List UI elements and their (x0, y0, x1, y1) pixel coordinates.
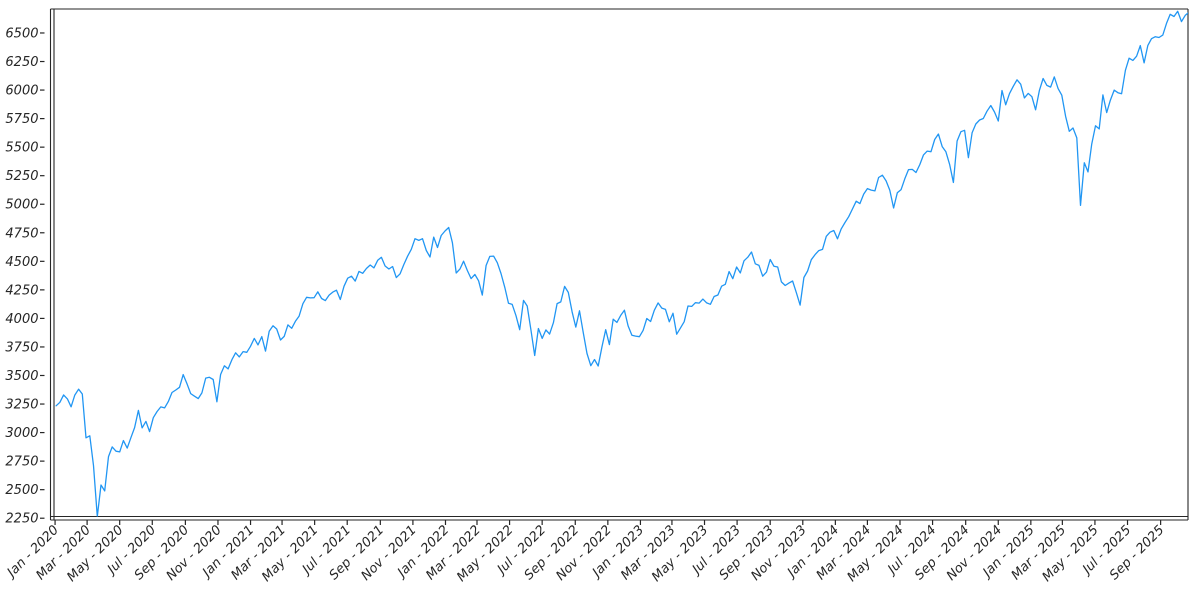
price-line-series (55, 10, 1188, 517)
y-tick-label: 3500 (5, 369, 38, 384)
y-tick-label: 2500 (5, 483, 38, 498)
y-tick-label: 6000 (5, 84, 38, 99)
y-tick-label: 5750 (5, 112, 38, 127)
y-tick-label: 4250 (5, 283, 38, 298)
y-tick-label: 5500 (5, 141, 38, 156)
y-tick-label: 4500 (5, 255, 38, 270)
y-tick-label: 6250 (5, 55, 38, 70)
y-tick-label: 4750 (5, 226, 38, 241)
y-tick-label: 2750 (5, 455, 38, 470)
y-tick-label: 6500 (5, 26, 38, 41)
y-tick-label: 4000 (5, 312, 38, 327)
y-tick-label: 3750 (5, 340, 38, 355)
y-tick-label: 3000 (5, 426, 38, 441)
y-tick-label: 5000 (5, 198, 38, 213)
y-tick-label: 2250 (5, 512, 38, 527)
y-tick-label: 3250 (5, 398, 38, 413)
y-tick-label: 5250 (5, 169, 38, 184)
